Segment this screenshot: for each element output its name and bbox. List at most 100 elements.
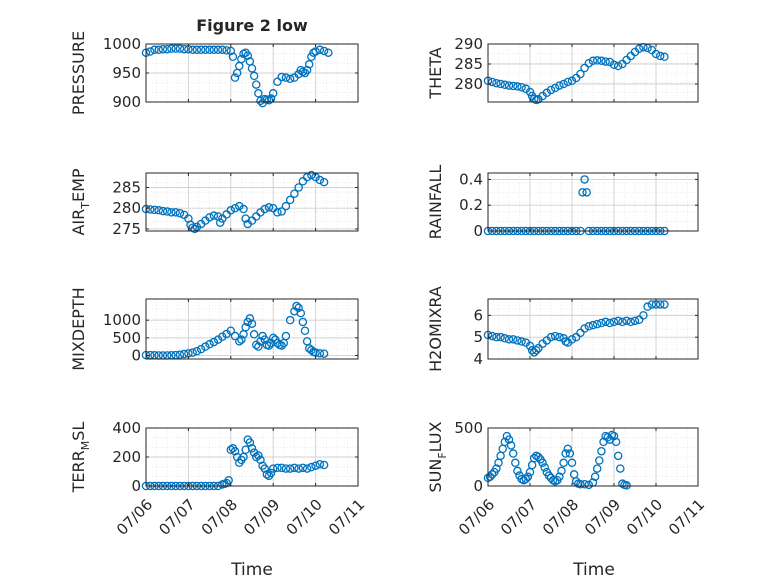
data-point <box>588 56 598 66</box>
data-point <box>154 45 163 55</box>
data-point <box>647 300 657 309</box>
data-point <box>540 463 549 472</box>
data-point <box>264 341 274 350</box>
data-point <box>513 466 522 476</box>
data-point <box>209 337 219 347</box>
data-point <box>298 463 308 473</box>
data-point <box>307 170 316 180</box>
data-point <box>260 204 269 214</box>
data-point <box>222 210 231 219</box>
subplot-theta: 280 285 290 THETA <box>426 35 699 105</box>
data-point <box>498 444 507 454</box>
data-point <box>179 44 189 54</box>
data-point <box>175 44 185 53</box>
data-point <box>578 188 587 197</box>
data-point <box>226 326 236 336</box>
data-point <box>534 343 543 353</box>
data-point <box>162 44 172 54</box>
x-axis-label-left: Time <box>230 560 273 580</box>
data-point <box>245 314 255 323</box>
data-point <box>243 51 253 60</box>
y-tick-label: 0 <box>131 346 141 364</box>
data-point <box>492 332 501 342</box>
data-point <box>230 73 240 82</box>
data-point <box>273 208 282 217</box>
y-tick-label: 275 <box>112 220 141 238</box>
data-point <box>245 438 255 447</box>
data-point <box>523 472 533 481</box>
data-point <box>492 78 501 88</box>
data-point <box>266 468 276 478</box>
data-point <box>651 49 661 59</box>
data-point <box>150 205 159 215</box>
data-point <box>192 222 202 232</box>
data-point <box>237 335 246 344</box>
data-point <box>634 44 644 54</box>
data-point <box>660 52 669 62</box>
data-point <box>609 60 619 70</box>
data-point <box>192 45 202 55</box>
data-point <box>559 458 568 468</box>
data-point <box>559 79 568 89</box>
y-axis-label: PRESSURE <box>69 31 88 115</box>
data-point <box>167 44 176 53</box>
data-point <box>235 337 244 346</box>
data-point <box>201 45 210 55</box>
data-point <box>273 463 282 473</box>
data-point <box>230 203 240 213</box>
data-point <box>487 470 497 479</box>
data-point <box>188 348 197 357</box>
data-point <box>597 446 606 456</box>
data-point <box>630 316 640 326</box>
data-point <box>158 44 168 54</box>
data-point <box>145 205 155 214</box>
x-tick-label: 07/11 <box>325 496 368 539</box>
data-point <box>588 320 598 330</box>
data-point <box>584 480 594 490</box>
data-point <box>609 431 619 441</box>
y-tick-label: 280 <box>112 199 141 217</box>
data-point <box>226 445 236 454</box>
x-tick-label: 07/08 <box>198 496 241 539</box>
y-tick-label: 0 <box>473 222 483 240</box>
data-point <box>485 472 495 481</box>
data-point <box>592 319 602 329</box>
data-point <box>511 458 520 468</box>
data-point <box>626 51 636 61</box>
data-point <box>529 453 539 463</box>
data-point <box>525 341 535 351</box>
data-point <box>557 466 566 476</box>
data-point <box>555 332 564 342</box>
data-point <box>254 342 263 351</box>
x-tick-label: 07/09 <box>240 496 283 539</box>
data-point <box>521 474 531 484</box>
data-point <box>247 64 257 73</box>
data-point <box>281 73 291 82</box>
data-point <box>205 213 214 222</box>
data-point <box>224 475 233 485</box>
data-point <box>580 63 589 73</box>
data-point <box>542 88 552 98</box>
data-point <box>237 54 246 64</box>
data-point <box>513 82 522 91</box>
data-point <box>241 322 250 332</box>
data-point <box>192 346 202 356</box>
data-point <box>315 45 325 55</box>
x-tick-label: 07/10 <box>283 496 326 539</box>
data-point <box>576 69 585 79</box>
data-point <box>561 449 570 458</box>
data-point <box>319 177 329 187</box>
data-point <box>268 89 278 98</box>
data-point <box>532 346 541 355</box>
data-point <box>504 81 514 90</box>
axes-box <box>487 43 699 103</box>
data-point <box>256 337 265 346</box>
data-point <box>555 472 564 481</box>
data-point <box>222 46 231 55</box>
data-point <box>634 315 644 324</box>
data-point <box>576 480 585 489</box>
data-point <box>609 317 619 327</box>
data-point <box>508 449 518 458</box>
data-point <box>506 441 516 450</box>
data-point <box>154 206 163 215</box>
